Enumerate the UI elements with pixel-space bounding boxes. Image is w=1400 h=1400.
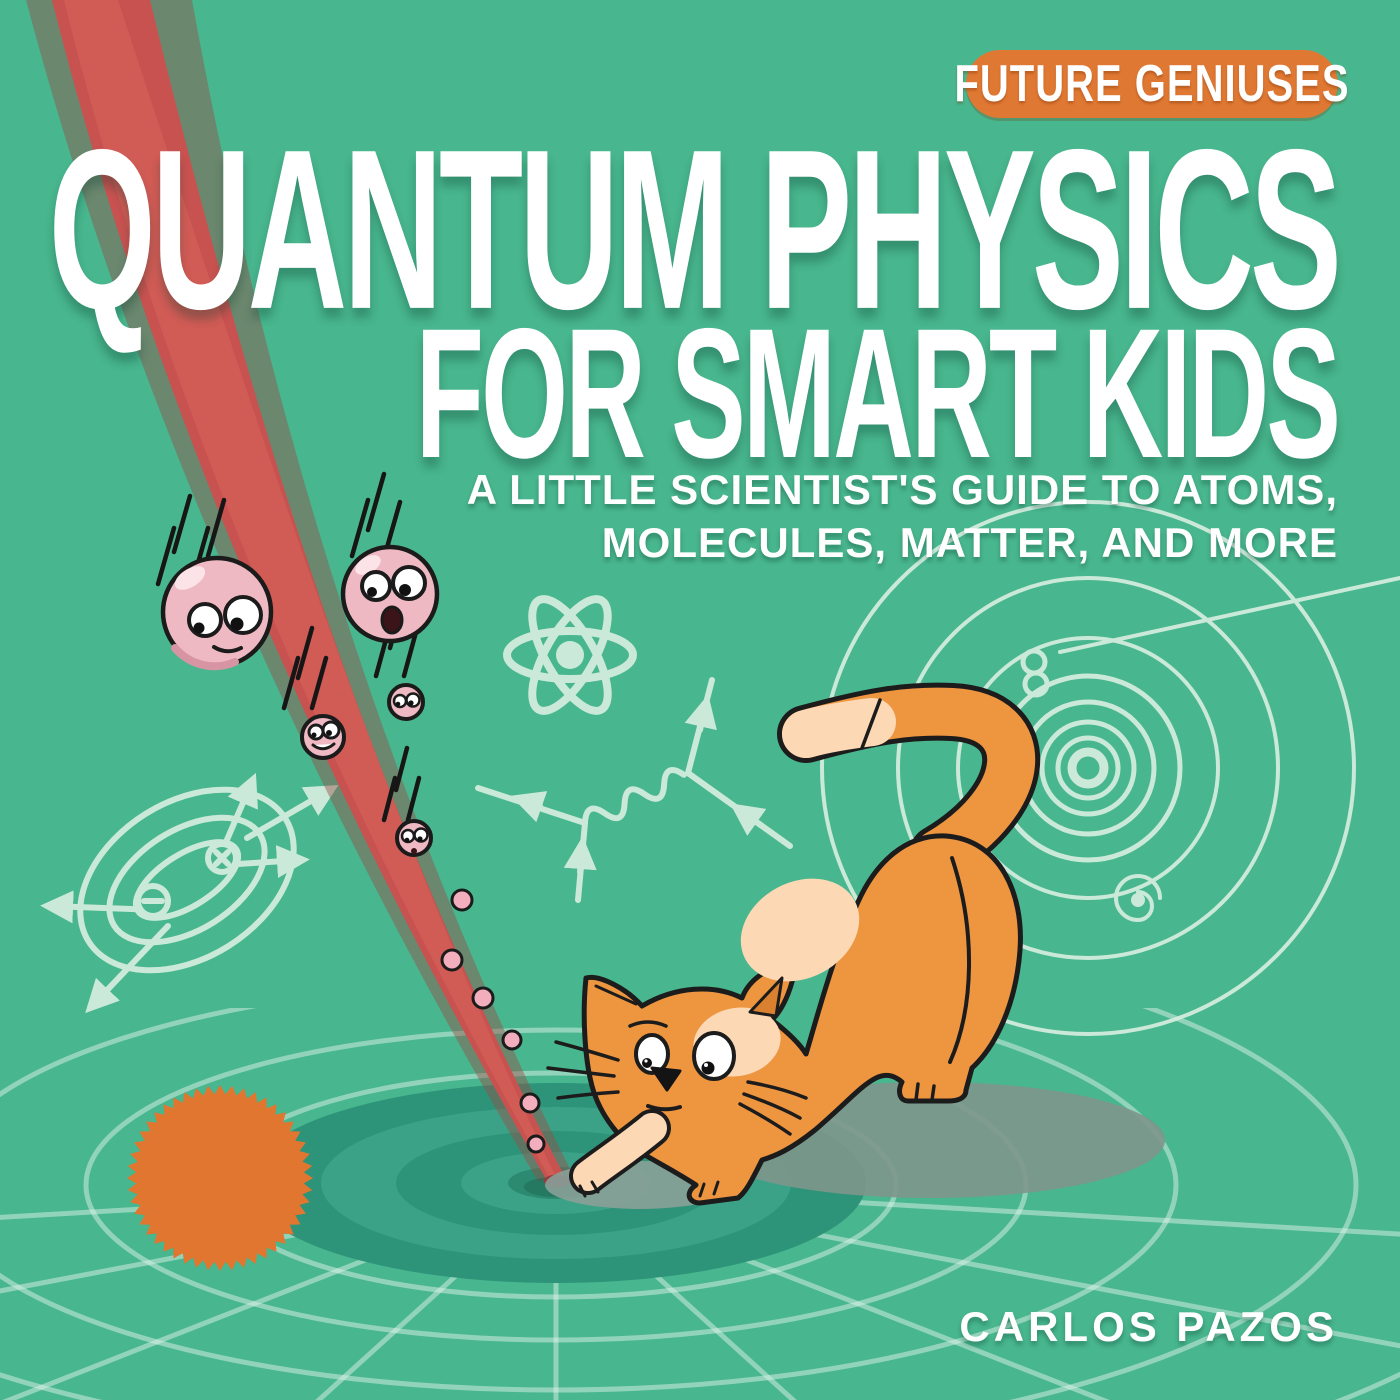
author-name: CARLOS PAZOS (959, 1303, 1338, 1350)
magnetic-dipole-field-icon (40, 772, 339, 1014)
title-line-1: QUANTUM PHYSICS (48, 103, 1342, 358)
subtitle-line-1: A LITTLE SCIENTIST'S GUIDE TO ATOMS, (466, 466, 1338, 513)
cat-mouth (646, 1104, 682, 1112)
particle-grinning (300, 714, 346, 760)
cat-whiskers (546, 1040, 808, 1136)
scared-orange-cat (546, 682, 1041, 1206)
cat-face (546, 1020, 808, 1136)
cat-front-leg-cream (569, 1109, 671, 1198)
series-badge: FUTURE GENIUSES (954, 50, 1349, 118)
speed-lines (155, 471, 422, 823)
particle-smiling-large (160, 555, 274, 671)
cat-right-eye (692, 1031, 736, 1081)
particle-shocked (340, 544, 440, 644)
particle-small-watching (387, 683, 425, 721)
age-starburst-badge (127, 1085, 313, 1271)
series-badge-label: FUTURE GENIUSES (954, 54, 1350, 112)
cat-ear-inner (748, 976, 784, 1018)
atom-icon (503, 595, 637, 715)
beam-quanta-dots (440, 888, 546, 1154)
subtitle: A LITTLE SCIENTIST'S GUIDE TO ATOMS, MOL… (467, 464, 1338, 570)
subtitle-line-2: MOLECULES, MATTER, AND MORE (601, 518, 1338, 566)
feynman-diagram-icon (475, 677, 793, 903)
cat-nose (650, 1066, 682, 1092)
science-doodles (40, 500, 1400, 1036)
cat-tail (777, 682, 1041, 883)
falling-pink-particles (160, 544, 440, 857)
cat-back-patch (740, 878, 860, 982)
particle-small-worried (395, 819, 433, 857)
title-line-2: FOR SMART KIDS (415, 290, 1341, 497)
